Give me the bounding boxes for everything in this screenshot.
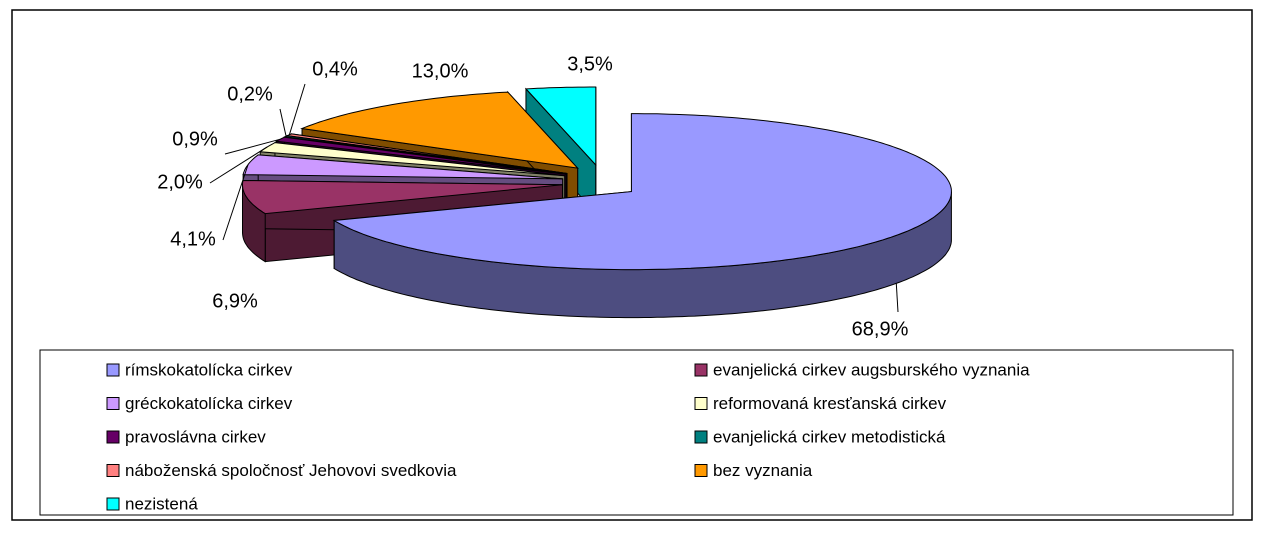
- data-label: 13,0%: [412, 60, 469, 82]
- legend-swatch: [106, 497, 120, 511]
- legend-swatch: [106, 363, 120, 377]
- leader-line: [209, 146, 268, 184]
- legend-label: nezistená: [125, 494, 198, 513]
- data-label: 4,1%: [170, 228, 216, 250]
- data-label: 6,9%: [212, 290, 258, 312]
- data-label: 0,4%: [312, 58, 358, 80]
- legend-label: gréckokatolícka cirkev: [125, 394, 293, 413]
- legend-label: pravoslávna cirkev: [125, 427, 266, 446]
- legend-swatch: [694, 430, 708, 444]
- slice-top: [524, 86, 597, 167]
- legend-swatch: [694, 464, 708, 477]
- legend-swatch: [694, 363, 708, 377]
- data-label: 68,9%: [852, 318, 909, 340]
- slice-top: [283, 135, 567, 175]
- data-label: 3,5%: [567, 53, 613, 75]
- leader-line: [288, 83, 306, 135]
- legend-label: evanjelická cirkev metodistická: [713, 427, 946, 446]
- legend-swatch: [106, 464, 120, 477]
- data-label: 0,2%: [227, 83, 273, 105]
- legend-label: evanjelická cirkev augsburského vyznania: [713, 360, 1030, 379]
- legend-label: bez vyznania: [713, 461, 813, 480]
- slice-top: [332, 113, 952, 271]
- slice-top: [242, 154, 563, 180]
- slice: [332, 113, 952, 319]
- data-label: 2,0%: [157, 171, 203, 193]
- legend-swatch: [106, 430, 120, 444]
- leader-line: [224, 138, 281, 155]
- legend-box: [39, 349, 1234, 516]
- legend-label: reformovaná kresťanská cirkev: [713, 394, 947, 413]
- slice-top: [274, 136, 567, 175]
- leader-line: [222, 164, 249, 241]
- legend-label: náboženská spoločnosť Jehovovi svedkovia: [125, 461, 457, 480]
- leader-line: [895, 283, 899, 313]
- data-label: 0,9%: [172, 128, 218, 150]
- legend-swatch: [694, 397, 708, 410]
- legend-label: rímskokatolícka cirkev: [125, 360, 293, 379]
- slice-top: [300, 91, 579, 169]
- slice-top: [242, 179, 563, 215]
- legend-swatch: [106, 397, 120, 410]
- leader-line: [279, 108, 287, 137]
